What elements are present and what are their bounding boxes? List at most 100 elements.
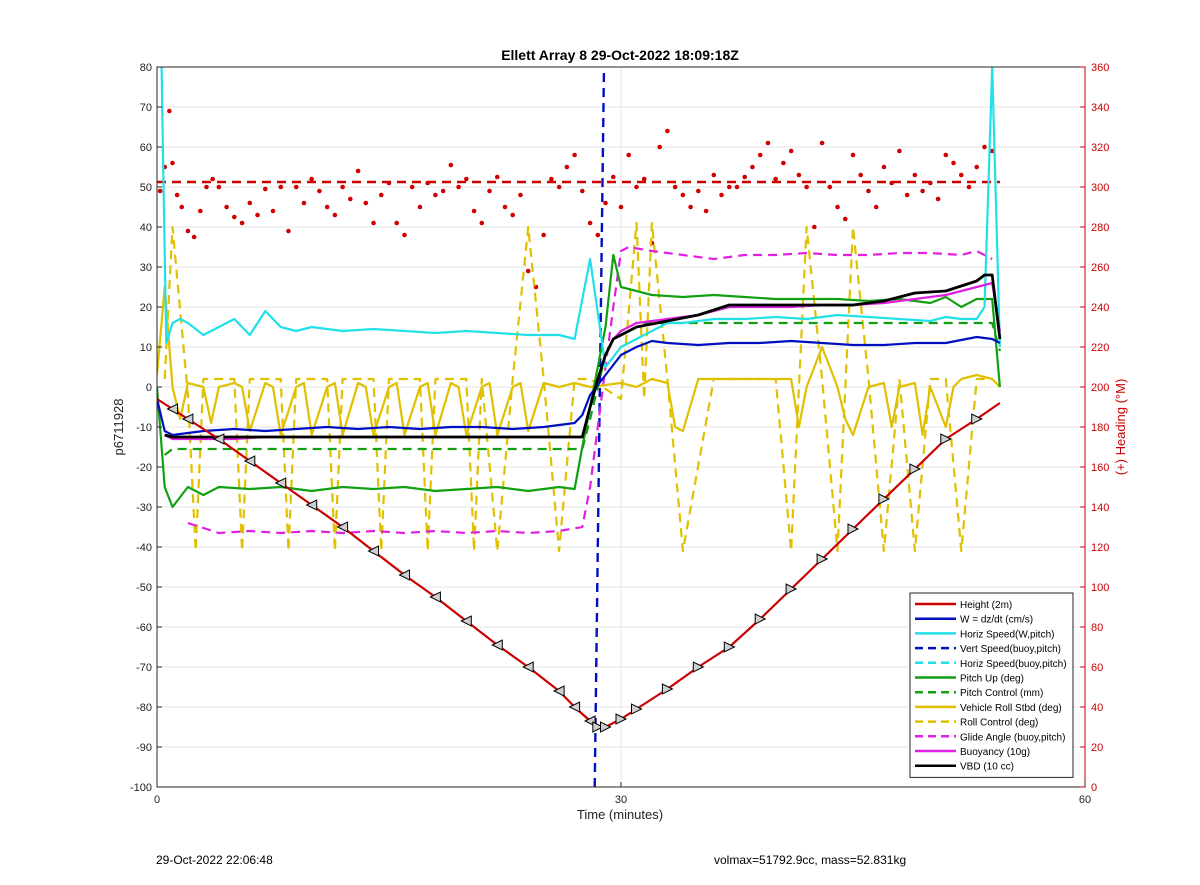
heading-dot — [850, 152, 856, 158]
height-marker — [692, 661, 705, 673]
heading-dot — [425, 180, 430, 186]
heading-dot — [556, 184, 562, 190]
y-right-tick-label: 340 — [1091, 102, 1109, 114]
y-tick-label: 0 — [146, 382, 152, 394]
heading-dot — [239, 220, 245, 226]
heading-dot — [726, 184, 732, 190]
heading-dot — [881, 164, 887, 170]
y-right-tick-label: 360 — [1091, 62, 1109, 74]
heading-dot — [719, 192, 724, 198]
heading-dot — [982, 144, 987, 150]
heading-dot — [317, 188, 322, 194]
heading-dot — [866, 188, 871, 194]
legend-label: Pitch Control (mm) — [960, 688, 1043, 699]
series-line-pitch-up-deg- — [157, 253, 1001, 509]
heading-dot — [711, 172, 717, 178]
plot-area — [157, 67, 1002, 787]
heading-dot — [386, 180, 392, 186]
heading-dot — [781, 160, 786, 166]
chart-title: Ellett Array 8 29-Oct-2022 18:09:18Z — [501, 47, 739, 63]
heading-dot — [278, 184, 284, 190]
heading-dot — [417, 204, 423, 210]
heading-dot — [788, 148, 794, 154]
heading-dot — [889, 180, 894, 186]
height-marker — [522, 661, 534, 673]
heading-dot — [170, 160, 175, 166]
heading-dot — [402, 232, 407, 238]
legend-label: Horiz Speed(buoy,pitch) — [960, 659, 1067, 670]
height-marker — [181, 413, 194, 425]
y-tick-label: 50 — [140, 182, 152, 194]
y-right-tick-label: 240 — [1091, 302, 1109, 314]
heading-dot — [185, 228, 191, 234]
series-line-vehicle-roll-stbd-deg- — [157, 285, 1001, 437]
x-tick-label: 60 — [1079, 794, 1091, 806]
legend-label: Horiz Speed(W,pitch) — [960, 629, 1054, 640]
heading-dot — [440, 188, 446, 194]
heading-dot — [502, 204, 508, 210]
y-tick-label: 80 — [140, 62, 152, 74]
heading-dot — [951, 160, 956, 166]
legend-label: Glide Angle (buoy,pitch) — [960, 732, 1065, 743]
y-right-tick-label: 80 — [1091, 622, 1103, 634]
series-line-w-dz-dt-cm-s- — [157, 335, 1001, 437]
heading-dot — [340, 184, 345, 190]
height-marker — [429, 591, 441, 603]
y-tick-label: -10 — [136, 422, 152, 434]
heading-dot — [247, 200, 253, 206]
heading-dot — [688, 204, 693, 210]
heading-dot — [191, 234, 197, 240]
legend-box — [909, 592, 1074, 778]
y-right-tick-label: 120 — [1091, 542, 1109, 554]
x-tick-label: 0 — [154, 794, 160, 806]
heading-dot — [804, 184, 809, 190]
y-axis-label-right: (+) Heading (°M) — [1113, 379, 1128, 476]
height-marker — [274, 477, 287, 489]
heading-dot — [580, 188, 585, 194]
legend-label: Roll Control (deg) — [960, 718, 1038, 729]
vertical-marker-line — [593, 67, 606, 787]
plot-series-group — [157, 67, 1002, 787]
height-marker — [661, 683, 674, 695]
heading-dot — [525, 268, 531, 274]
heading-dot — [572, 152, 577, 158]
y-right-tick-label: 100 — [1091, 582, 1109, 594]
heading-dot — [348, 196, 353, 202]
height-marker — [592, 721, 604, 733]
heading-dot — [270, 208, 276, 214]
y-right-tick-label: 320 — [1091, 142, 1109, 154]
heading-dot — [224, 204, 229, 210]
heading-dot — [641, 176, 647, 182]
heading-dot — [371, 220, 376, 226]
heading-dot — [757, 152, 763, 158]
heading-dot — [812, 224, 817, 230]
heading-dot — [198, 208, 203, 214]
legend-label: Pitch Up (deg) — [960, 674, 1024, 685]
x-tick-label: 30 — [615, 794, 627, 806]
heading-dot — [966, 184, 972, 190]
heading-dot — [734, 184, 740, 190]
y-tick-label: 10 — [140, 342, 152, 354]
heading-dot — [750, 164, 755, 170]
y-right-tick-label: 280 — [1091, 222, 1109, 234]
legend-label: W = dz/dt (cm/s) — [960, 615, 1033, 626]
legend-label: Buoyancy (10g) — [960, 747, 1030, 758]
axes: -100-90-80-70-60-50-40-30-20-10010203040… — [130, 62, 1109, 806]
heading-dot — [179, 204, 185, 210]
y-tick-label: -30 — [136, 502, 152, 514]
y-tick-label: 60 — [140, 142, 152, 154]
heading-dot — [958, 172, 964, 178]
heading-dot — [974, 164, 980, 170]
heading-dot — [873, 204, 879, 210]
height-marker — [940, 433, 952, 445]
heading-dot — [765, 140, 771, 146]
height-marker — [909, 463, 922, 475]
heading-dot — [355, 168, 361, 174]
heading-dot — [549, 176, 554, 182]
heading-dot — [409, 184, 415, 190]
heading-dot — [842, 216, 848, 222]
y-right-tick-label: 140 — [1091, 502, 1109, 514]
heading-dot — [363, 200, 369, 206]
heading-dot — [210, 176, 215, 182]
heading-dot — [819, 140, 825, 146]
